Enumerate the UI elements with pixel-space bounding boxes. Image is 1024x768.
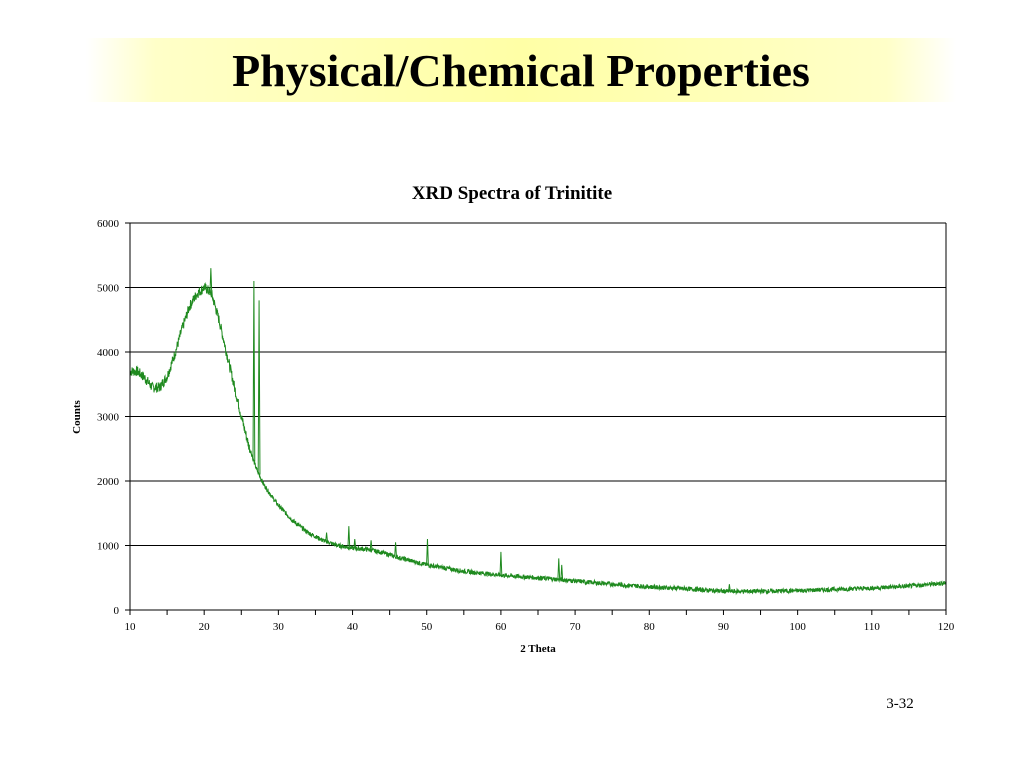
x-tick-label: 70 xyxy=(570,621,582,633)
diffraction-peak xyxy=(348,526,350,547)
x-axis-label: 2 Theta xyxy=(520,643,556,655)
chart-title: XRD Spectra of Trinitite xyxy=(412,183,612,204)
series-group xyxy=(130,268,946,593)
y-tick-label: 6000 xyxy=(97,218,120,230)
diffraction-peak xyxy=(258,300,260,474)
x-tick-label: 90 xyxy=(718,621,730,633)
x-tick-label: 60 xyxy=(495,621,507,633)
diffraction-peak xyxy=(558,558,560,579)
xrd-series-line xyxy=(130,284,946,594)
y-tick-label: 1000 xyxy=(97,541,120,553)
y-axis-label: Counts xyxy=(71,399,83,433)
y-tick-label: 5000 xyxy=(97,283,120,295)
y-tick-label: 0 xyxy=(114,605,120,617)
x-tick-label: 10 xyxy=(125,621,137,633)
tick-labels: 0 1000 2000 3000 4000 5000 6000 10 20 30 40 50 60 70 8… xyxy=(97,218,955,633)
diffraction-peak xyxy=(427,539,429,565)
diffraction-peak xyxy=(370,540,372,550)
y-tick-label: 4000 xyxy=(97,347,120,359)
x-tick-label: 80 xyxy=(644,621,656,633)
page-number: 3-32 xyxy=(870,696,930,713)
x-tick-label: 40 xyxy=(347,621,359,633)
diffraction-peak xyxy=(210,268,212,293)
y-tick-label: 3000 xyxy=(97,412,120,424)
diffraction-peak xyxy=(395,542,397,556)
axes xyxy=(125,223,946,615)
diffraction-peak xyxy=(500,552,502,575)
grid-lines xyxy=(130,223,946,546)
x-tick-label: 30 xyxy=(273,621,285,633)
x-tick-label: 20 xyxy=(199,621,211,633)
y-tick-label: 2000 xyxy=(97,476,120,488)
diffraction-peak xyxy=(253,281,255,461)
x-tick-label: 50 xyxy=(421,621,433,633)
x-tick-label: 100 xyxy=(789,621,806,633)
x-tick-label: 120 xyxy=(938,621,955,633)
x-tick-label: 110 xyxy=(864,621,881,633)
